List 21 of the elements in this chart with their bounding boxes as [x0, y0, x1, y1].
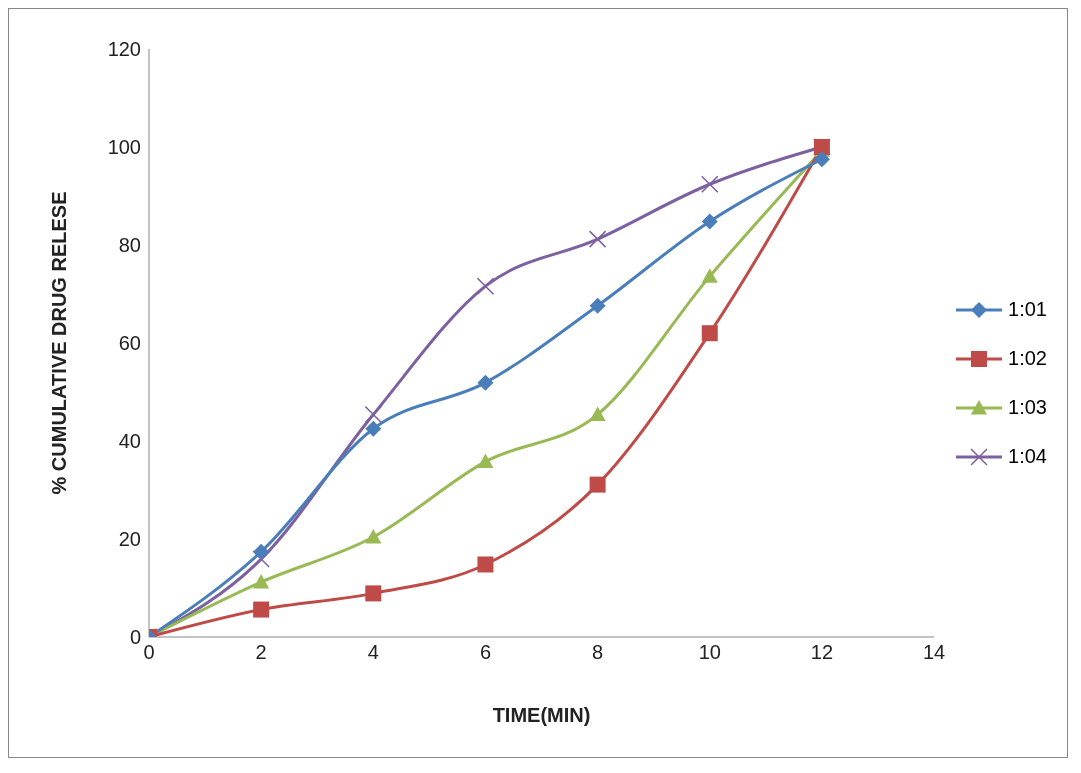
legend-label: 1:01	[1008, 298, 1047, 321]
x-tick-label: 6	[479, 641, 492, 664]
legend-label: 1:03	[1008, 396, 1047, 419]
y-tick-label: 40	[118, 430, 141, 453]
x-tick-label: 2	[255, 641, 267, 664]
x-tick-label: 10	[698, 641, 721, 664]
y-tick-label: 120	[107, 38, 141, 61]
x-axis-title: TIME(MIN)	[492, 704, 591, 726]
y-tick-label: 0	[129, 626, 141, 649]
y-tick-label: 20	[118, 528, 141, 551]
x-tick-label: 8	[592, 641, 604, 664]
x-tick-label: 4	[367, 641, 379, 664]
x-tick-label: 12	[810, 641, 834, 664]
legend-label: 1:04	[1008, 445, 1047, 468]
x-tick-label: 14	[922, 641, 946, 664]
y-tick-label: 100	[107, 136, 141, 159]
x-tick-label: 0	[143, 641, 155, 664]
y-tick-label: 60	[118, 332, 141, 355]
y-tick-label: 80	[118, 234, 141, 257]
y-axis-title: % CUMULATIVE DRUG RELESE	[48, 191, 71, 495]
legend-label: 1:02	[1008, 347, 1047, 370]
